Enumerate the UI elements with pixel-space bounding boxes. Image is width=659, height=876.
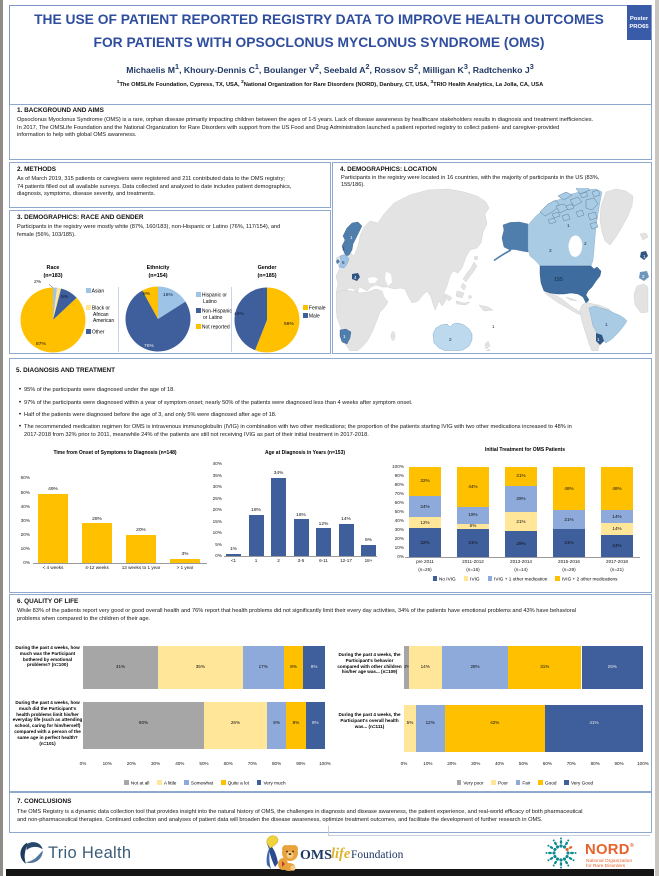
svg-text:2: 2 (584, 241, 587, 246)
svg-text:1: 1 (350, 235, 353, 240)
svg-text:2: 2 (642, 274, 645, 279)
svg-text:4: 4 (354, 275, 357, 280)
svg-text:155: 155 (554, 277, 563, 283)
svg-text:1: 1 (605, 322, 608, 327)
svg-text:1: 1 (492, 324, 495, 329)
svg-text:1: 1 (597, 337, 600, 342)
svg-text:2: 2 (449, 337, 452, 342)
svg-text:1: 1 (343, 334, 346, 339)
svg-text:5: 5 (342, 260, 345, 265)
svg-text:1: 1 (643, 254, 646, 259)
svg-text:1: 1 (567, 223, 570, 228)
svg-text:3: 3 (549, 248, 552, 253)
svg-text:1: 1 (342, 246, 345, 251)
